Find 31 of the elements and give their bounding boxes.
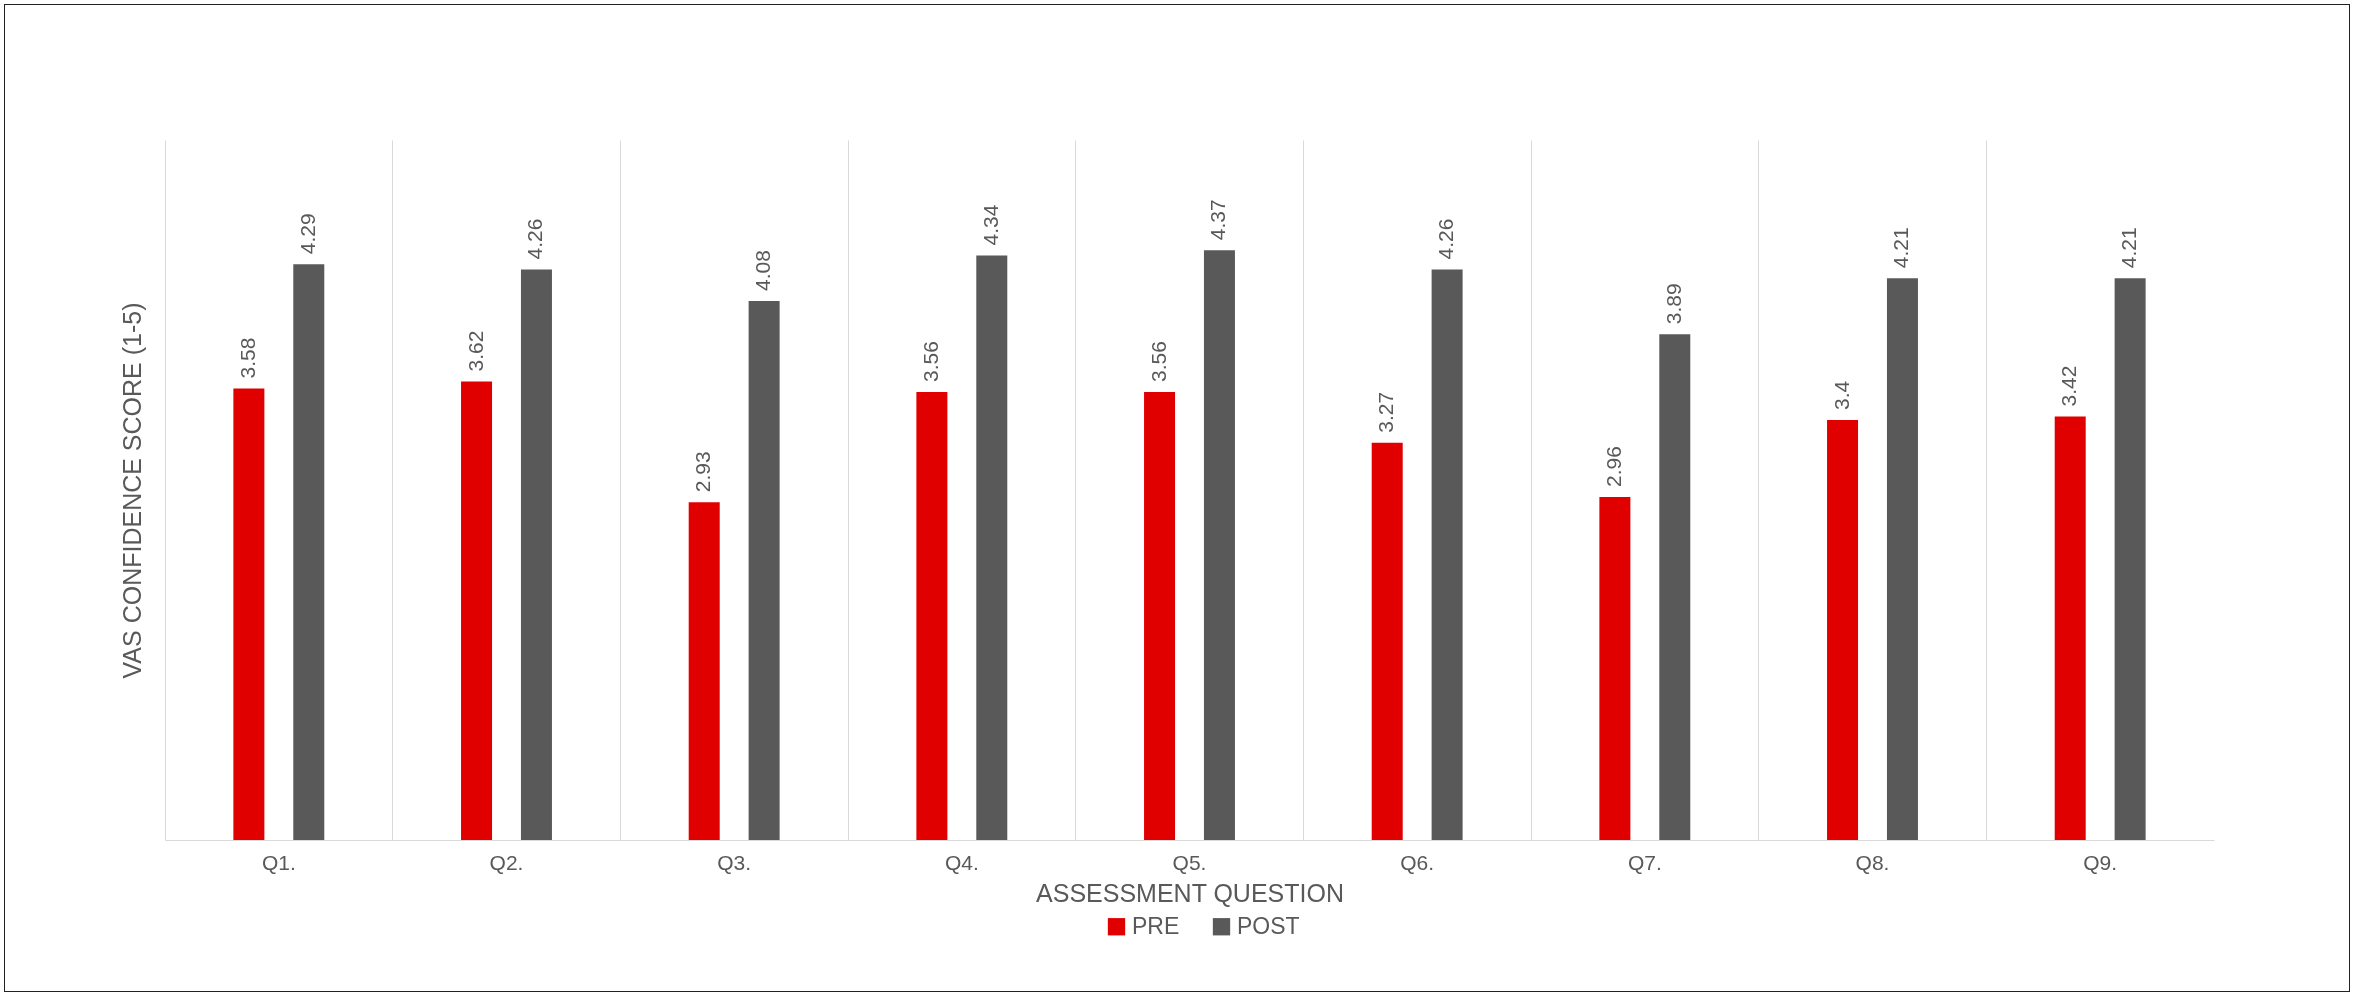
data-label: 4.21 bbox=[2117, 227, 2141, 269]
data-label: 2.96 bbox=[1601, 446, 1625, 487]
data-label: 3.27 bbox=[1374, 391, 1398, 433]
data-label: 3.56 bbox=[918, 341, 942, 382]
x-tick-label: Q1. bbox=[261, 850, 296, 874]
data-label: 3.89 bbox=[1661, 283, 1685, 325]
data-label: 3.42 bbox=[2057, 365, 2081, 407]
data-label: 3.56 bbox=[1146, 341, 1170, 382]
x-tick-label: Q4. bbox=[944, 850, 979, 874]
legend-label: PRE bbox=[1132, 912, 1180, 939]
data-label: 4.08 bbox=[751, 250, 775, 291]
data-label: 3.58 bbox=[235, 337, 259, 379]
legend-label: POST bbox=[1237, 912, 1300, 939]
x-tick-label: Q9. bbox=[2083, 850, 2118, 874]
x-tick-label: Q5. bbox=[1172, 850, 1207, 874]
x-axis-title: ASSESSMENT QUESTION bbox=[1036, 878, 1344, 907]
data-label: 4.37 bbox=[1206, 199, 1230, 241]
data-label: 4.29 bbox=[295, 213, 319, 255]
data-label: 4.34 bbox=[978, 204, 1002, 246]
data-label: 3.4 bbox=[1829, 380, 1853, 410]
data-label: 3.62 bbox=[463, 330, 487, 372]
data-label: 4.26 bbox=[523, 218, 547, 260]
y-axis-title: VAS CONFIDENCE SCORE (1-5) bbox=[117, 302, 146, 679]
x-tick-label: Q7. bbox=[1627, 850, 1662, 874]
data-label: 2.93 bbox=[691, 451, 715, 493]
data-label: 4.21 bbox=[1889, 227, 1913, 269]
x-tick-label: Q6. bbox=[1400, 850, 1435, 874]
x-tick-label: Q3. bbox=[717, 850, 752, 874]
x-tick-label: Q2. bbox=[489, 850, 524, 874]
x-tick-label: Q8. bbox=[1855, 850, 1890, 874]
data-label: 4.26 bbox=[1434, 218, 1458, 260]
